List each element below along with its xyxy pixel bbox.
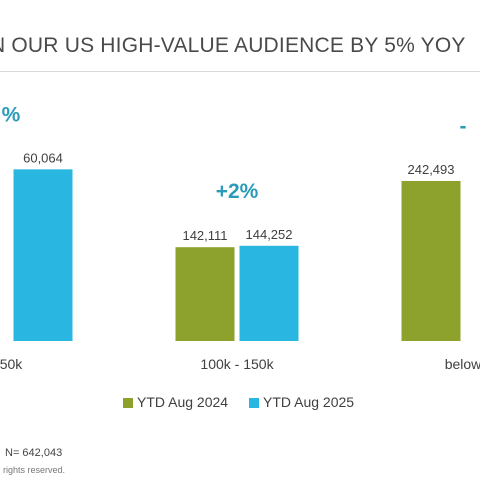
copyright-text: rights reserved. (3, 465, 66, 475)
sample-size-note: N= 642,043 (5, 447, 63, 459)
value-label-2025-0: 60,064 (23, 150, 63, 165)
change-label-1: +2% (216, 180, 259, 203)
legend-label-0: YTD Aug 2024 (137, 394, 228, 410)
title-divider (0, 71, 480, 72)
legend-swatch-0 (123, 398, 133, 408)
slide-title: N OUR US HIGH-VALUE AUDIENCE BY 5% YOY (0, 34, 466, 57)
bar-2025-0 (13, 169, 73, 341)
category-label-1: 100k - 150k (200, 356, 274, 372)
legend-label-1: YTD Aug 2025 (263, 394, 354, 410)
value-label-2025-1: 144,252 (246, 227, 293, 242)
category-label-0: 50k (0, 356, 23, 372)
change-label-2: - (460, 115, 467, 138)
bar-2024-1 (175, 247, 235, 341)
bar-2024-2 (401, 180, 461, 341)
bar-2025-1 (239, 245, 299, 341)
value-label-2024-1: 142,111 (182, 228, 227, 243)
value-label-2024-2: 242,493 (408, 162, 455, 177)
change-label-0: % (2, 103, 21, 126)
category-label-2: below (445, 356, 480, 372)
legend-swatch-1 (249, 398, 259, 408)
